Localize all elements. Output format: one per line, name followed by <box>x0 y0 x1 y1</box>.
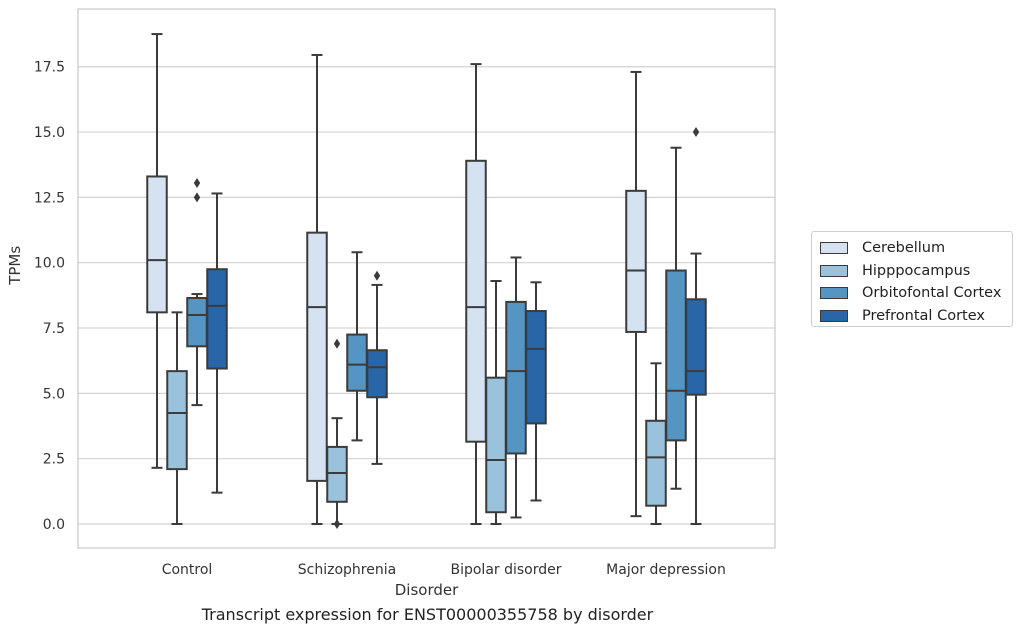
box-cerebellum <box>306 53 328 525</box>
y-axis-label: TPMs <box>6 246 24 286</box>
x-tick-label: Schizophrenia <box>298 562 396 578</box>
outlier-point <box>373 270 381 281</box>
box-prefrontal-cortex <box>525 281 547 502</box>
box-hipppocampus <box>166 311 188 525</box>
y-tick-label: 7.5 <box>43 321 65 337</box>
y-tick-label: 10.0 <box>34 256 65 272</box>
x-tick-label: Major depression <box>606 562 726 578</box>
y-tick-label: 15.0 <box>34 125 65 141</box>
box-cerebellum <box>625 70 647 518</box>
y-tick-label: 17.5 <box>34 60 65 76</box>
iqr-box <box>645 419 667 507</box>
legend-label: Hipppocampus <box>862 262 971 279</box>
iqr-box <box>525 310 547 425</box>
box-orbitofontal-cortex <box>505 256 527 519</box>
y-tick-label: 12.5 <box>34 190 65 206</box>
legend-swatch <box>820 309 848 322</box>
box-orbitofontal-cortex <box>346 251 368 442</box>
box-prefrontal-cortex <box>685 127 707 525</box>
chart-caption: Transcript expression for ENST0000035575… <box>201 605 654 624</box>
outlier-point <box>333 519 341 529</box>
x-tick-labels: Control Schizophrenia Bipolar disorder Majo… <box>162 562 726 578</box>
iqr-box <box>306 231 328 482</box>
legend-label: Cerebellum <box>862 240 946 257</box>
outlier-point <box>193 192 201 203</box>
box-cerebellum <box>146 33 168 469</box>
legend: Cerebellum Hipppocampus Orbitofontal Corte… <box>811 231 1013 327</box>
plot-frame <box>77 8 776 549</box>
iqr-box <box>146 175 168 314</box>
legend-item: Orbitofontal Cortex <box>820 282 1004 305</box>
legend-swatch <box>820 287 848 300</box>
outlier-point <box>333 338 341 349</box>
x-tick-label: Control <box>162 562 213 578</box>
iqr-box <box>326 445 348 503</box>
box-prefrontal-cortex <box>206 192 228 494</box>
iqr-box <box>685 298 707 396</box>
iqr-box <box>206 268 228 370</box>
iqr-box <box>505 300 527 455</box>
x-tick-label: Bipolar disorder <box>450 562 561 578</box>
box-series <box>146 33 707 529</box>
box-prefrontal-cortex <box>366 270 388 465</box>
y-tick-label: 5.0 <box>43 386 65 402</box>
legend-item: Hipppocampus <box>820 260 1004 283</box>
iqr-box <box>485 376 507 514</box>
legend-label: Prefrontal Cortex <box>862 307 985 324</box>
legend-swatch <box>820 264 848 277</box>
box-orbitofontal-cortex <box>665 146 687 490</box>
outlier-point <box>692 127 700 138</box>
box-cerebellum <box>465 63 487 525</box>
iqr-box <box>186 296 208 348</box>
legend-item: Prefrontal Cortex <box>820 305 1004 328</box>
box-hipppocampus <box>645 362 667 525</box>
legend-swatch <box>820 242 848 255</box>
iqr-box <box>465 159 487 443</box>
iqr-box <box>366 349 388 399</box>
box-hipppocampus <box>485 279 507 525</box>
x-axis-label: Disorder <box>395 581 459 599</box>
iqr-box <box>346 333 368 392</box>
y-tick-labels: 0.0 2.5 5.0 7.5 10.0 12.5 15.0 17.5 <box>34 60 65 533</box>
legend-item: Cerebellum <box>820 237 1004 260</box>
y-tick-label: 0.0 <box>43 517 65 533</box>
outlier-point <box>193 178 201 189</box>
iqr-box <box>665 269 687 442</box>
legend-label: Orbitofontal Cortex <box>862 285 1002 302</box>
box-hipppocampus <box>326 338 348 529</box>
iqr-box <box>625 189 647 333</box>
y-tick-label: 2.5 <box>43 452 65 468</box>
box-orbitofontal-cortex <box>186 178 208 407</box>
iqr-box <box>166 370 188 471</box>
